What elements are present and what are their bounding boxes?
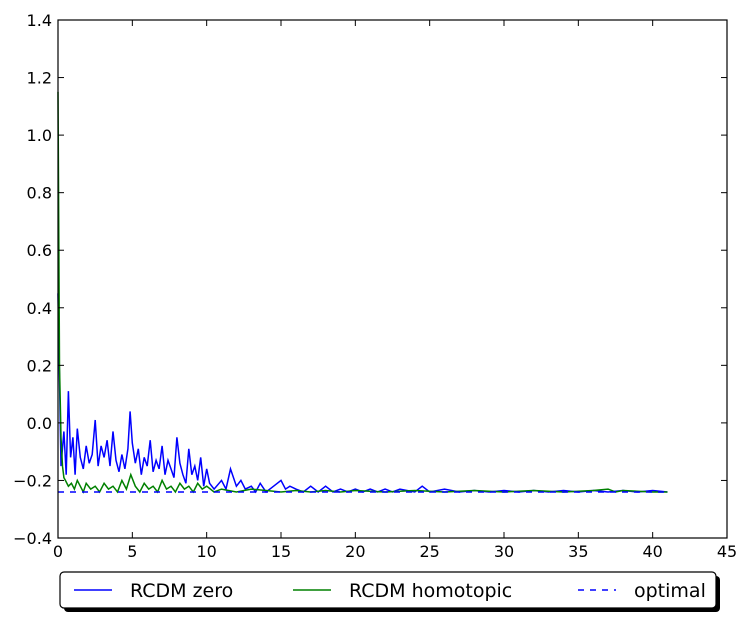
x-tick-label: 25 [419, 542, 439, 561]
x-tick-label: 15 [271, 542, 291, 561]
y-tick-label: 0.0 [27, 414, 52, 433]
legend-label-1: RCDM homotopic [349, 580, 512, 602]
legend-label-2: optimal [634, 580, 706, 602]
y-tick-label: −0.2 [13, 471, 52, 490]
y-tick-label: 0.6 [27, 241, 52, 260]
legend-box [59, 571, 717, 609]
y-tick-label: −0.4 [13, 529, 52, 548]
series-line-1 [57, 91, 668, 494]
legend: RCDM zero RCDM homotopic optimal [59, 571, 720, 612]
x-tick-label: 0 [53, 542, 63, 561]
tick-layer: 0 5 10 15 20 25 30 35 40 45 −0.4 −0.2 0.0 0.2 0.4 0.6 0.… [13, 11, 737, 561]
series-line-0 [57, 293, 668, 494]
y-tick-label: 1.0 [27, 126, 52, 145]
y-tick-label: 1.2 [27, 69, 52, 88]
x-tick-label: 5 [127, 542, 137, 561]
x-tick-label: 40 [642, 542, 662, 561]
legend-label-0: RCDM zero [130, 580, 233, 602]
plot-frame [57, 19, 728, 539]
x-tick-label: 10 [196, 542, 216, 561]
plot-area [58, 20, 727, 538]
y-tick-label: 0.4 [27, 299, 52, 318]
x-tick-label: 35 [568, 542, 588, 561]
y-tick-label: 1.4 [27, 11, 52, 30]
y-tick-label: 0.2 [27, 356, 52, 375]
x-tick-label: 30 [494, 542, 514, 561]
x-tick-label: 20 [345, 542, 365, 561]
y-tick-label: 0.8 [27, 184, 52, 203]
x-tick-label: 45 [717, 542, 737, 561]
series-layer [57, 91, 668, 494]
